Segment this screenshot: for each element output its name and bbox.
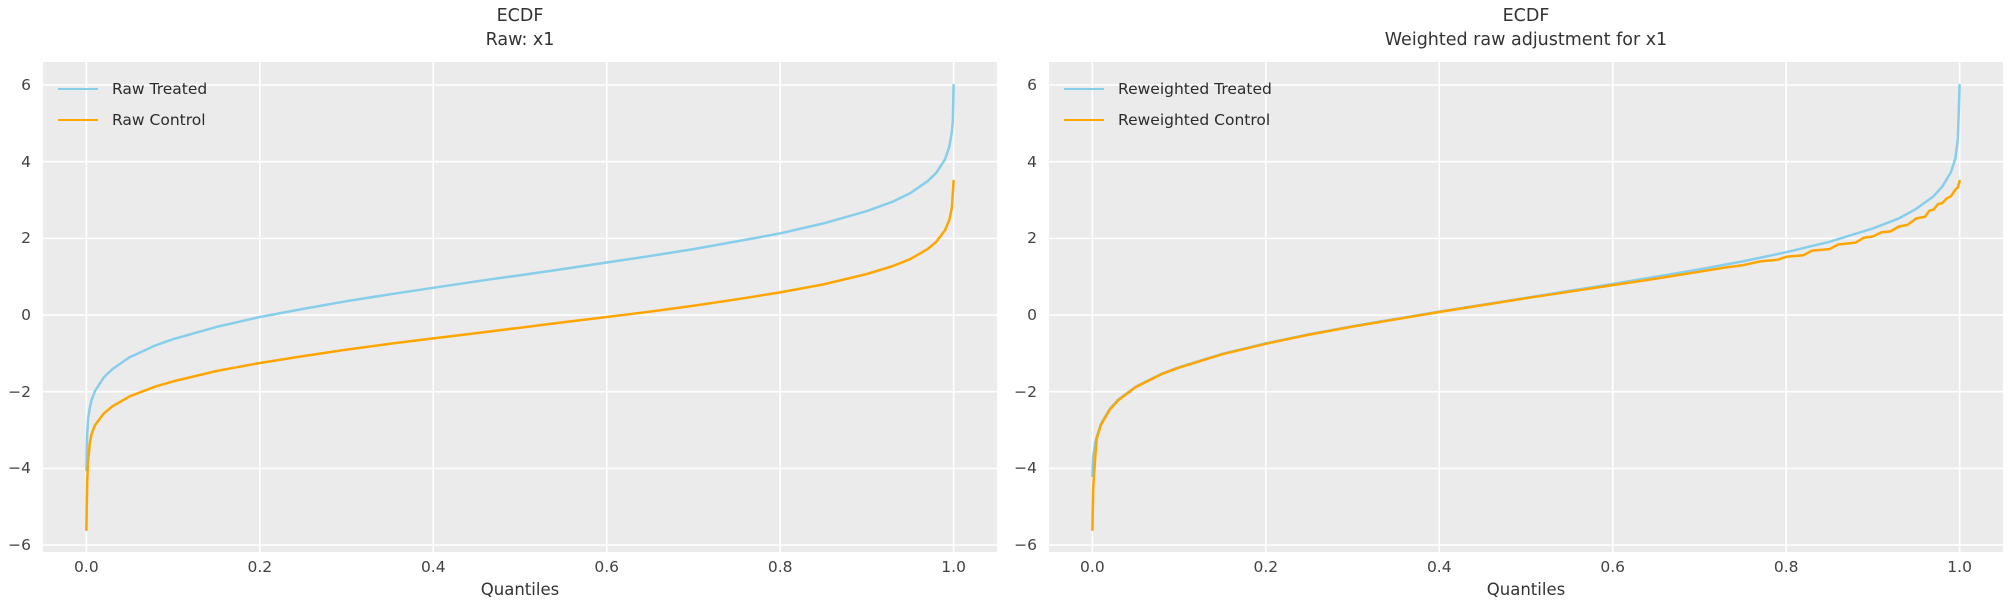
legend-label: Reweighted Control xyxy=(1118,110,1271,129)
x-tick-label: 0.4 xyxy=(1426,558,1452,576)
legend-label: Raw Treated xyxy=(112,79,208,98)
x-tick-label: 0.4 xyxy=(420,558,446,576)
y-tick-label: −6 xyxy=(8,536,31,555)
subplot-raw-ecdf: ECDF Raw: x1 Raw Treated Raw Control Quan… xyxy=(8,6,997,599)
plot-title: ECDF xyxy=(1502,6,1550,26)
axes-background xyxy=(1049,62,2003,552)
plot-title-block: ECDF Raw: x1 xyxy=(43,5,997,52)
series-line-reweighted-control xyxy=(1091,179,1961,532)
x-tick-label: 0.2 xyxy=(1253,558,1279,576)
y-tick-label: −2 xyxy=(1014,382,1037,401)
y-tick-label: −6 xyxy=(1014,536,1037,555)
legend-label: Raw Control xyxy=(112,110,206,129)
axes-background xyxy=(43,62,997,552)
y-tick-label: −4 xyxy=(1014,459,1037,478)
x-axis-label: Quantiles xyxy=(1486,580,1566,599)
x-tick-label: 1.0 xyxy=(1947,558,1972,576)
y-tick-label: 4 xyxy=(1027,152,1037,171)
legend-line-swatch xyxy=(58,87,98,90)
y-tick-label: −2 xyxy=(8,382,31,401)
x-tick-label: 0.0 xyxy=(1080,558,1105,576)
plot-canvas xyxy=(43,62,997,552)
y-tick-label: 6 xyxy=(1027,76,1037,94)
y-tick-label: 0 xyxy=(1027,306,1037,325)
legend-line-swatch xyxy=(1064,87,1104,90)
x-tick-label: 1.0 xyxy=(941,558,966,576)
x-tick-label: 0.6 xyxy=(594,558,620,576)
y-tick-label: −4 xyxy=(8,459,31,478)
legend-label: Reweighted Treated xyxy=(1118,79,1272,98)
y-tick-label: 4 xyxy=(21,152,31,171)
legend: Reweighted Treated Reweighted Control xyxy=(1061,73,1272,135)
x-tick-label: 0.0 xyxy=(74,558,99,576)
legend: Raw Treated Raw Control xyxy=(55,73,207,135)
x-tick-label: 0.8 xyxy=(1773,558,1799,576)
x-tick-label: 0.8 xyxy=(767,558,793,576)
legend-entry: Raw Control xyxy=(55,104,207,135)
series-line-raw-treated xyxy=(85,83,955,472)
y-tick-label: 2 xyxy=(1027,229,1037,248)
y-tick-label: 6 xyxy=(21,76,31,94)
subplot-weighted-ecdf: ECDF Weighted raw adjustment for x1 Rewe… xyxy=(1014,6,2003,599)
axes-area xyxy=(1049,62,2003,552)
legend-entry: Reweighted Treated xyxy=(1061,73,1272,104)
plot-title-block: ECDF Weighted raw adjustment for x1 xyxy=(1049,5,2003,52)
series-line-raw-control xyxy=(85,179,955,532)
plot-subtitle: Raw: x1 xyxy=(485,29,555,50)
plot-canvas xyxy=(1049,62,2003,552)
plot-subtitle: Weighted raw adjustment for x1 xyxy=(1384,29,1668,50)
legend-entry: Raw Treated xyxy=(55,73,207,104)
x-tick-label: 0.6 xyxy=(1600,558,1626,576)
y-tick-label: 2 xyxy=(21,229,31,248)
legend-line-swatch xyxy=(1064,118,1104,121)
y-tick-label: 0 xyxy=(21,306,31,325)
plot-title: ECDF xyxy=(496,6,544,26)
legend-line-swatch xyxy=(58,118,98,121)
x-tick-label: 0.2 xyxy=(247,558,273,576)
x-axis-label: Quantiles xyxy=(480,580,560,599)
axes-area xyxy=(43,62,997,552)
legend-entry: Reweighted Control xyxy=(1061,104,1272,135)
